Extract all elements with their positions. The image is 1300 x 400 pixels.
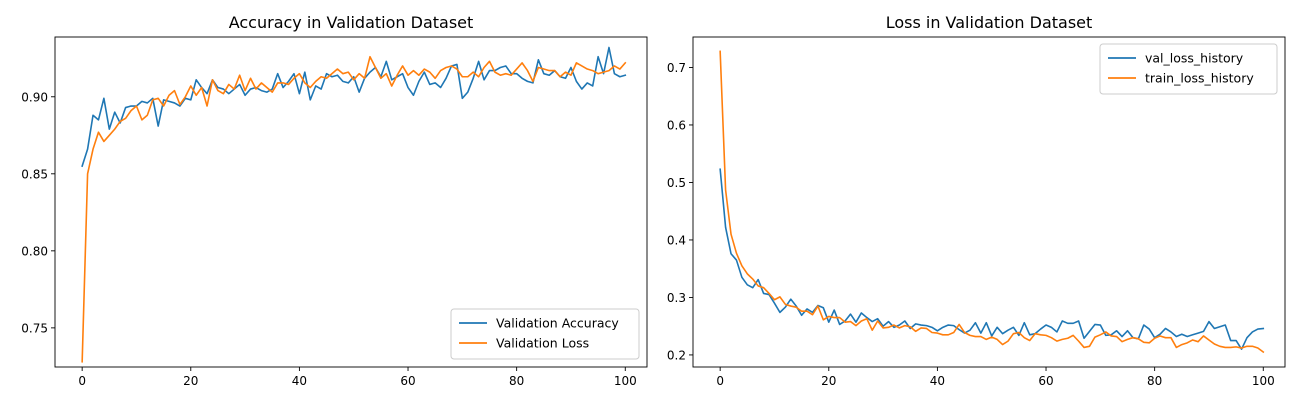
chart2-ytick-label: 0.6 (667, 118, 686, 132)
chart2-ytick-label: 0.3 (667, 291, 686, 305)
chart2-legend-label-2: train_loss_history (1145, 71, 1254, 86)
chart2-xtick-label: 20 (821, 374, 836, 388)
chart2-xtick-label: 40 (930, 374, 945, 388)
chart1-xtick-label: 60 (400, 374, 415, 388)
chart1-title: Accuracy in Validation Dataset (229, 13, 474, 32)
chart1-xtick-label: 20 (183, 374, 198, 388)
chart2-legend-box (1099, 43, 1278, 95)
chart2-ytick-label: 0.7 (667, 61, 686, 75)
chart2-xtick-label: 0 (716, 374, 724, 388)
chart1-legend-label-2: Validation Loss (496, 336, 589, 351)
chart1: Accuracy in Validation Dataset 0 20 40 60 80 1… (21, 13, 648, 388)
chart2-ytick-label: 0.5 (667, 176, 686, 190)
chart1-series-2-line (81, 55, 627, 363)
chart2-legend-label-1: val_loss_history (1145, 51, 1244, 66)
chart2-ytick-label: 0.4 (667, 233, 686, 247)
chart1-xtick-label: 40 (292, 374, 307, 388)
chart1-axes-frame (54, 36, 648, 368)
chart2-series-2-line (719, 50, 1265, 354)
chart1-ytick-label: 0.90 (21, 90, 48, 104)
chart2-axes-frame (692, 36, 1286, 368)
chart1-ytick-label: 0.75 (21, 321, 48, 335)
chart2: Loss in Validation Dataset 0 20 40 60 80 100 0.… (667, 13, 1286, 388)
chart2-xtick-label: 60 (1038, 374, 1053, 388)
chart2-xtick-label: 100 (1252, 374, 1275, 388)
chart1-ytick-label: 0.85 (21, 167, 48, 181)
chart2-series-1-line (719, 168, 1265, 350)
chart1-ytick-label: 0.80 (21, 244, 48, 258)
chart1-legend: Validation Accuracy Validation Loss (450, 308, 640, 360)
chart1-xtick-label: 80 (509, 374, 524, 388)
chart1-xtick-label: 0 (78, 374, 86, 388)
chart2-title: Loss in Validation Dataset (886, 13, 1093, 32)
chart1-legend-label-1: Validation Accuracy (496, 316, 619, 331)
chart2-legend: val_loss_history train_loss_history (1099, 43, 1278, 95)
chart1-legend-box (450, 308, 640, 360)
chart1-xtick-label: 100 (614, 374, 637, 388)
chart2-ytick-label: 0.2 (667, 348, 686, 362)
chart2-xtick-label: 80 (1147, 374, 1162, 388)
